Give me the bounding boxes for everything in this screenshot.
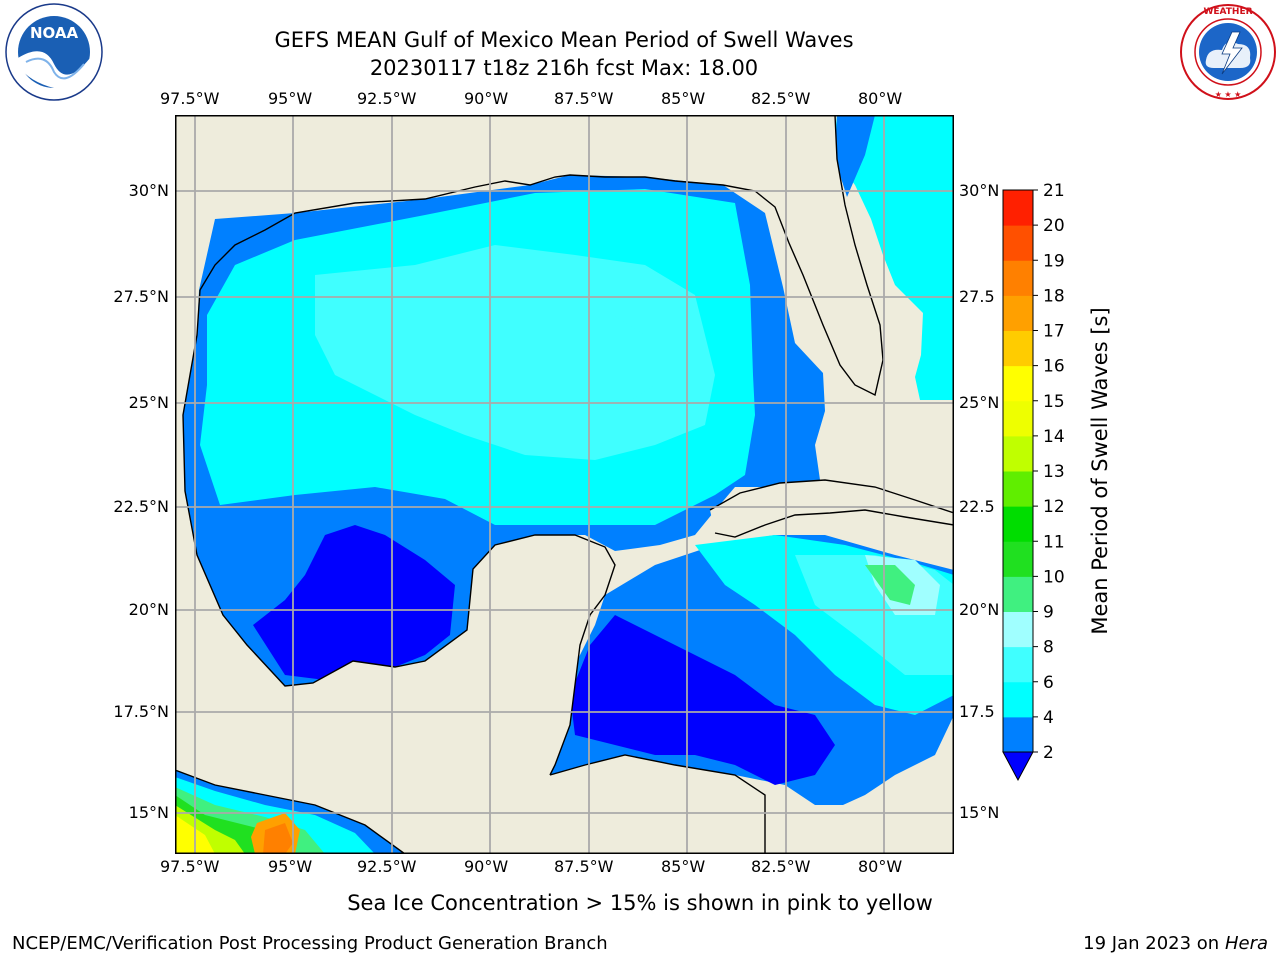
lon-label-top: 95°W [268,90,312,108]
colorbar-band [1003,436,1033,472]
forecast-subtitle: 20230117 t18z 216h fcst Max: 18.00 [164,55,964,81]
colorbar-tick-label: 10 [1043,567,1065,587]
colorbar-label: Mean Period of Swell Waves [s] [1087,291,1113,651]
lon-label-bottom: 95°W [268,858,312,876]
lat-label-left: 30°N [129,182,169,200]
lat-label-right: 20°N [959,601,999,619]
colorbar-band [1003,612,1033,648]
lon-label-bottom: 82.5°W [751,858,810,876]
map-canvas [175,115,954,854]
colorbar-tick-label: 4 [1043,708,1054,728]
colorbar-tick-label: 6 [1043,673,1054,693]
svg-text:★ ★ ★: ★ ★ ★ [1215,90,1242,99]
colorbar-band [1003,506,1033,542]
lon-label-bottom: 85°W [661,858,705,876]
colorbar-band [1003,541,1033,577]
lon-label-top: 82.5°W [751,90,810,108]
colorbar-tick-label: 12 [1043,497,1065,517]
colorbar-tick-label: 21 [1043,181,1065,201]
colorbar-tick-label: 13 [1043,462,1065,482]
credit-host: Hera [1225,933,1268,954]
lat-label-left: 17.5°N [113,703,169,721]
colorbar-band [1003,260,1033,296]
swell-period-map [175,115,954,854]
colorbar-tick-label: 16 [1043,357,1065,377]
colorbar-band [1003,366,1033,402]
lat-label-right: 25°N [959,394,999,412]
colorbar-band [1003,225,1033,261]
noaa-logo: NOAA [4,2,104,102]
colorbar-extend-min [1003,752,1033,780]
lon-label-top: 92.5°W [357,90,416,108]
colorbar-band [1003,331,1033,367]
lon-label-bottom: 87.5°W [554,858,613,876]
lon-label-top: 87.5°W [554,90,613,108]
lat-label-left: 25°N [129,394,169,412]
lat-label-right: 27.5 [959,288,995,306]
noaa-logo-text: NOAA [30,24,79,42]
sea-ice-note: Sea Ice Concentration > 15% is shown in … [0,891,1280,915]
colorbar-tick-label: 11 [1043,532,1065,552]
colorbar-tick-label: 8 [1043,638,1054,658]
colorbar-band [1003,295,1033,331]
lon-label-bottom: 92.5°W [357,858,416,876]
lon-label-top: 80°W [858,90,902,108]
colorbar-band [1003,576,1033,612]
colorbar-band [1003,190,1033,226]
colorbar-tick-label: 18 [1043,286,1065,306]
colorbar-tick-label: 20 [1043,216,1065,236]
lat-label-right: 15°N [959,804,999,822]
lat-label-left: 22.5°N [113,498,169,516]
lon-label-top: 97.5°W [160,90,219,108]
colorbar-tick-label: 17 [1043,322,1065,342]
lat-label-right: 30°N [959,182,999,200]
colorbar-band [1003,682,1033,718]
svg-text:WEATHER: WEATHER [1203,7,1252,17]
nws-logo: WEATHER ★ ★ ★ [1178,2,1278,102]
credit-date: 19 Jan 2023 on [1083,933,1225,954]
lon-label-top: 85°W [661,90,705,108]
colorbar-tick-label: 2 [1043,743,1054,763]
colorbar-tick-label: 9 [1043,603,1054,623]
colorbar-tick-label: 14 [1043,427,1065,447]
colorbar-band [1003,717,1033,753]
lon-label-bottom: 80°W [858,858,902,876]
lat-label-right: 22.5 [959,498,995,516]
map-title: GEFS MEAN Gulf of Mexico Mean Period of … [164,27,964,53]
lat-label-right: 17.5 [959,703,995,721]
colorbar-band [1003,471,1033,507]
colorbar-band [1003,647,1033,683]
colorbar-band [1003,401,1033,437]
lat-label-left: 20°N [129,601,169,619]
colorbar-tick-label: 15 [1043,392,1065,412]
credit-left: NCEP/EMC/Verification Post Processing Pr… [12,933,608,954]
lon-label-top: 90°W [464,90,508,108]
lon-label-bottom: 97.5°W [160,858,219,876]
credit-right: 19 Jan 2023 on Hera [1083,933,1268,954]
lon-label-bottom: 90°W [464,858,508,876]
lat-label-left: 15°N [129,804,169,822]
colorbar-tick-label: 19 [1043,251,1065,271]
lat-label-left: 27.5°N [113,288,169,306]
